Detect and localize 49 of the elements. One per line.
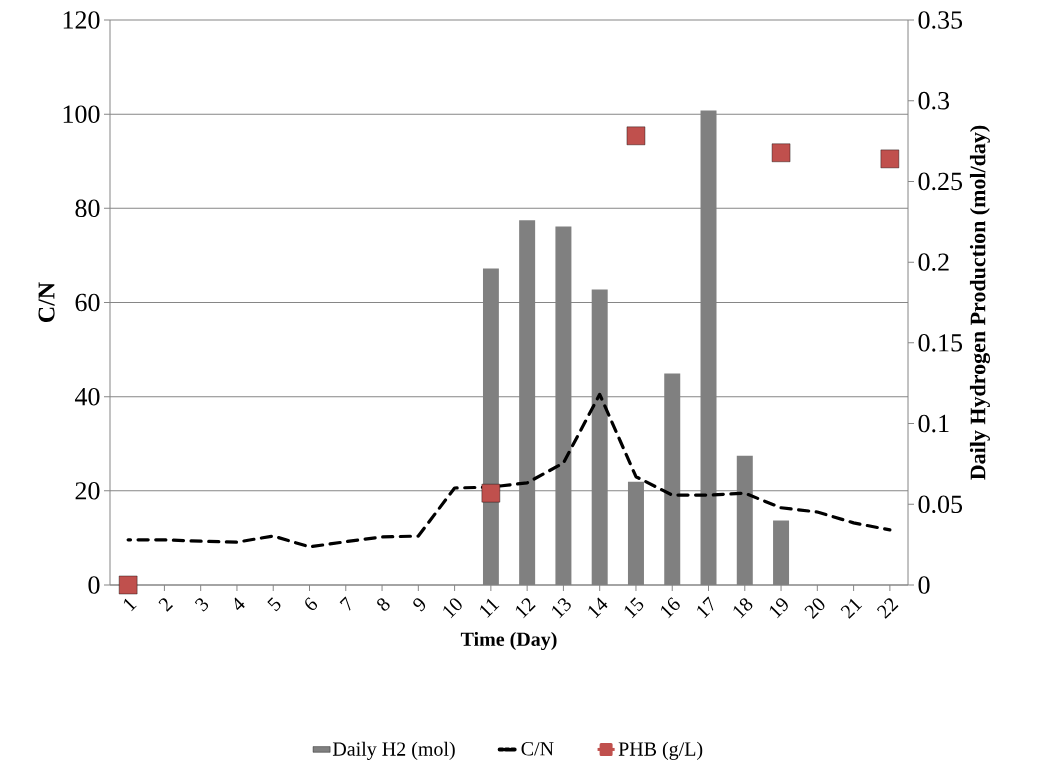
y-tick-label: 80	[75, 199, 100, 218]
x-tick-label: 1	[123, 598, 137, 612]
x-tick-label: 21	[840, 598, 863, 619]
y-tick-label: 100	[63, 105, 100, 123]
x-tick-label: 2	[158, 598, 173, 612]
y2-tick-label: 0.35	[918, 11, 963, 29]
legend-label: Daily H2 (mol)	[332, 741, 455, 760]
x-tick-label: 16	[660, 597, 680, 619]
x-tick-label: 5	[267, 597, 281, 612]
point	[481, 483, 501, 503]
x-tick-label: 10	[443, 598, 462, 619]
y-tick-label: 20	[75, 482, 100, 500]
y2-tick-label: 0.1	[918, 414, 949, 433]
y2-axis-title: Daily Hydrogen Production (mol/day)	[969, 125, 991, 480]
x-tick-label: 11	[480, 598, 500, 618]
y2-tick-label: 0.3	[918, 91, 950, 110]
y-tick-label: 0	[88, 576, 100, 594]
point	[626, 126, 646, 146]
y-tick-label: 120	[63, 11, 100, 29]
x-tick-label: 4	[234, 597, 245, 611]
y-tick-label: 60	[75, 293, 100, 312]
legend-label: C/N	[521, 742, 554, 756]
line-series	[126, 392, 892, 549]
x-tick-label: 6	[305, 597, 318, 610]
x-axis-title: Time (Day)	[460, 631, 557, 651]
x-tick-label: 8	[377, 598, 390, 611]
x-tick-label: 7	[339, 596, 351, 611]
legend-label: PHB (g/L)	[618, 741, 703, 760]
x-tick-label: 3	[194, 598, 209, 612]
x-tick-label: 12	[515, 598, 536, 619]
y2-tick-label: 0.05	[918, 495, 963, 514]
x-tick-label: 19	[769, 598, 788, 619]
y-axis-title: C/N	[38, 282, 55, 322]
y2-tick-label: 0.2	[918, 253, 949, 271]
x-tick-label: 9	[413, 598, 426, 612]
x-tick-label: 15	[624, 597, 644, 619]
point	[771, 143, 791, 162]
y2-tick-label: 0	[918, 576, 930, 594]
y2-tick-label: 0.15	[918, 334, 963, 352]
point	[880, 149, 900, 169]
x-tick-label: 18	[733, 598, 753, 619]
y2-tick-label: 0.25	[918, 172, 963, 191]
y-tick-label: 40	[74, 387, 100, 406]
x-tick-label: 20	[804, 598, 825, 619]
x-tick-label: 13	[552, 598, 571, 619]
point	[118, 575, 138, 595]
x-tick-label: 17	[697, 596, 714, 619]
x-tick-label: 22	[876, 598, 899, 619]
x-tick-label: 14	[588, 597, 608, 619]
